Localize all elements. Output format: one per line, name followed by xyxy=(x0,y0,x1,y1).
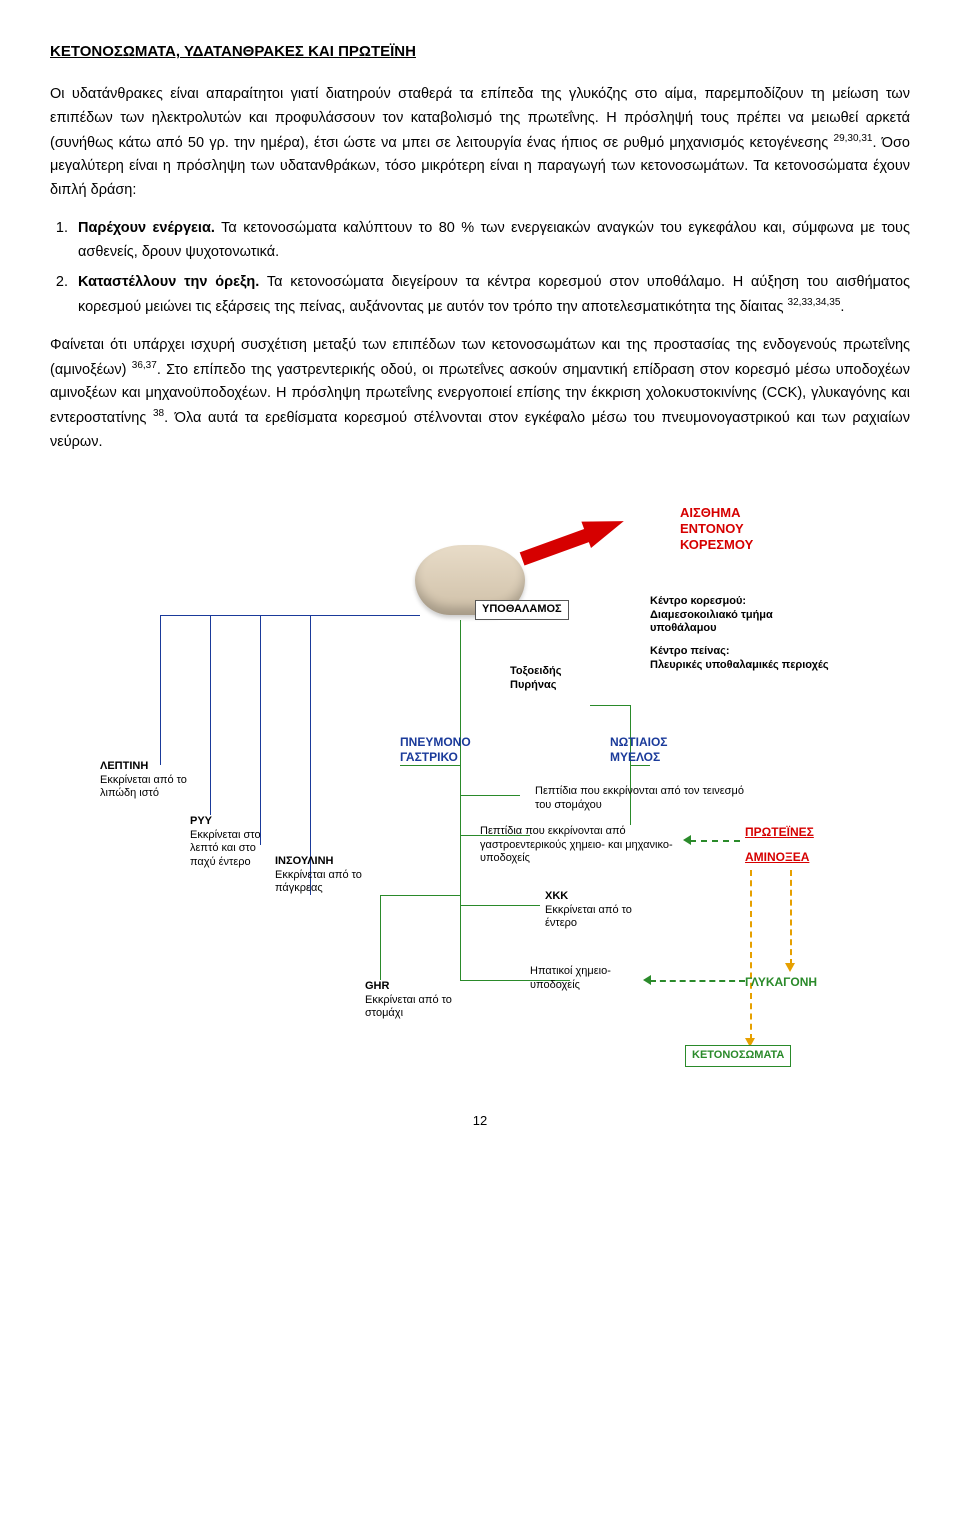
p1-sup: 29,30,31 xyxy=(834,133,873,144)
ketono-box: ΚΕΤΟΝΟΣΩΜΑΤΑ xyxy=(685,1045,791,1067)
p1-text: Οι υδατάνθρακες είναι απαραίτητοι γιατί … xyxy=(50,86,910,151)
hypothalamus-box: ΥΠΟΘΑΛΑΜΟΣ xyxy=(475,600,569,620)
ins-title: ΙΝΣΟΥΛΙΝΗ xyxy=(275,855,365,869)
pyy-sub: Εκκρίνεται στο λεπτό και στο παχύ έντερο xyxy=(190,829,270,870)
paragraph-2: Φαίνεται ότι υπάρχει ισχυρή συσχέτιση με… xyxy=(50,334,910,455)
green-arrow-3 xyxy=(690,840,740,842)
xkk-title: ΧΚΚ xyxy=(545,890,665,904)
dashed-green-h xyxy=(650,980,745,982)
action-list: Παρέχουν ενέργεια. Τα κετονοσώματα καλύπ… xyxy=(72,217,910,320)
leptini-title: ΛΕΠΤΙΝΗ xyxy=(100,760,190,774)
p2-sup1: 36,37 xyxy=(132,360,157,371)
ghr-title: GHR xyxy=(365,980,455,994)
p2c-text: . Όλα αυτά τα ερεθίσματα κορεσμού στέλνο… xyxy=(50,410,910,450)
insoulini-block: ΙΝΣΟΥΛΙΝΗ Εκκρίνεται από το πάγκρεας xyxy=(275,855,365,896)
toxoidis-label: Τοξοειδής Πυρήνας xyxy=(510,665,600,693)
kk-title: Κέντρο κορεσμού: xyxy=(650,595,746,607)
page-heading: ΚΕΤΟΝΟΣΩΜΑΤΑ, ΥΔΑΤΑΝΘΡΑΚΕΣ ΚΑΙ ΠΡΩΤΕΪΝΗ xyxy=(50,40,910,65)
satiety-diagram: ΑΙΣΘΗΜΑ ΕΝΤΟΝΟΥ ΚΟΡΕΣΜΟΥ ΥΠΟΘΑΛΑΜΟΣ Κέντ… xyxy=(90,505,870,1085)
pept2-text: Πεπτίδια που εκκρίνονται από γαστροεντερ… xyxy=(480,825,690,866)
page-number: 12 xyxy=(50,1110,910,1131)
pept1-text: Πεπτίδια που εκκρίνονται από τον τεινεσμ… xyxy=(535,785,745,813)
proteines-label: ΠΡΩΤΕΪΝΕΣ xyxy=(745,825,814,840)
aminoxea-label: ΑΜΙΝΟΞΕΑ xyxy=(745,850,809,865)
list-item-1: Παρέχουν ενέργεια. Τα κετονοσώματα καλύπ… xyxy=(72,217,910,265)
xkk-sub: Εκκρίνεται από το έντερο xyxy=(545,904,665,932)
list-item-2: Καταστέλλουν την όρεξη. Τα κετονοσώματα … xyxy=(72,271,910,320)
ins-sub: Εκκρίνεται από το πάγκρεας xyxy=(275,869,365,897)
orange-arrow-1 xyxy=(785,963,795,972)
pyy-title: PYY xyxy=(190,815,270,829)
green-arrow-3h xyxy=(683,835,691,845)
pneumono-label: ΠΝΕΥΜΟΝΟ ΓΑΣΤΡΙΚΟ xyxy=(400,735,500,765)
li2-sup: 32,33,34,35 xyxy=(788,297,841,308)
leptini-block: ΛΕΠΤΙΝΗ Εκκρίνεται από το λιπώδη ιστό xyxy=(100,760,190,801)
red-arrow-head xyxy=(581,508,628,548)
glykagoni-label: ΓΛΥΚΑΓΟΝΗ xyxy=(745,975,817,990)
ghr-sub: Εκκρίνεται από το στομάχι xyxy=(365,994,455,1022)
paragraph-1: Οι υδατάνθρακες είναι απαραίτητοι γιατί … xyxy=(50,83,910,203)
leptini-sub: Εκκρίνεται από το λιπώδη ιστό xyxy=(100,774,190,802)
li1-bold: Παρέχουν ενέργεια. xyxy=(78,220,215,236)
green-arrow-left xyxy=(643,975,651,985)
xkk-block: ΧΚΚ Εκκρίνεται από το έντερο xyxy=(545,890,665,931)
kentro-peinas: Κέντρο πείνας: Πλευρικές υποθαλαμικές πε… xyxy=(650,645,840,673)
pyy-block: PYY Εκκρίνεται στο λεπτό και στο παχύ έν… xyxy=(190,815,270,870)
p2-sup2: 38 xyxy=(153,408,164,419)
hepatikoi-label: Ηπατικοί χημειο-υποδοχείς xyxy=(530,965,660,993)
aisthima-label: ΑΙΣΘΗΜΑ ΕΝΤΟΝΟΥ ΚΟΡΕΣΜΟΥ xyxy=(680,505,753,554)
kp-title: Κέντρο πείνας: xyxy=(650,645,729,657)
li2-bold: Καταστέλλουν την όρεξη. xyxy=(78,274,259,290)
ghr-block: GHR Εκκρίνεται από το στομάχι xyxy=(365,980,455,1021)
kentro-koresmou: Κέντρο κορεσμού: Διαμεσοκοιλιακό τμήμα υ… xyxy=(650,595,840,636)
red-arrow-body xyxy=(520,528,591,565)
notiaios-label: ΝΩΤΙΑΙΟΣ ΜΥΕΛΟΣ xyxy=(610,735,710,765)
kk-sub: Διαμεσοκοιλιακό τμήμα υποθάλαμου xyxy=(650,609,773,635)
kp-sub: Πλευρικές υποθαλαμικές περιοχές xyxy=(650,659,829,671)
